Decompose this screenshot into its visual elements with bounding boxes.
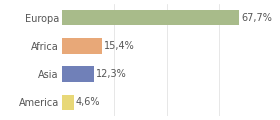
Bar (62, 10, 239, 25)
Text: 4,6%: 4,6% (76, 97, 100, 107)
Bar (62, 38, 102, 54)
Bar (62, 95, 74, 110)
Text: 67,7%: 67,7% (241, 13, 272, 23)
Text: 15,4%: 15,4% (104, 41, 135, 51)
Bar (62, 66, 94, 82)
Text: 12,3%: 12,3% (96, 69, 127, 79)
